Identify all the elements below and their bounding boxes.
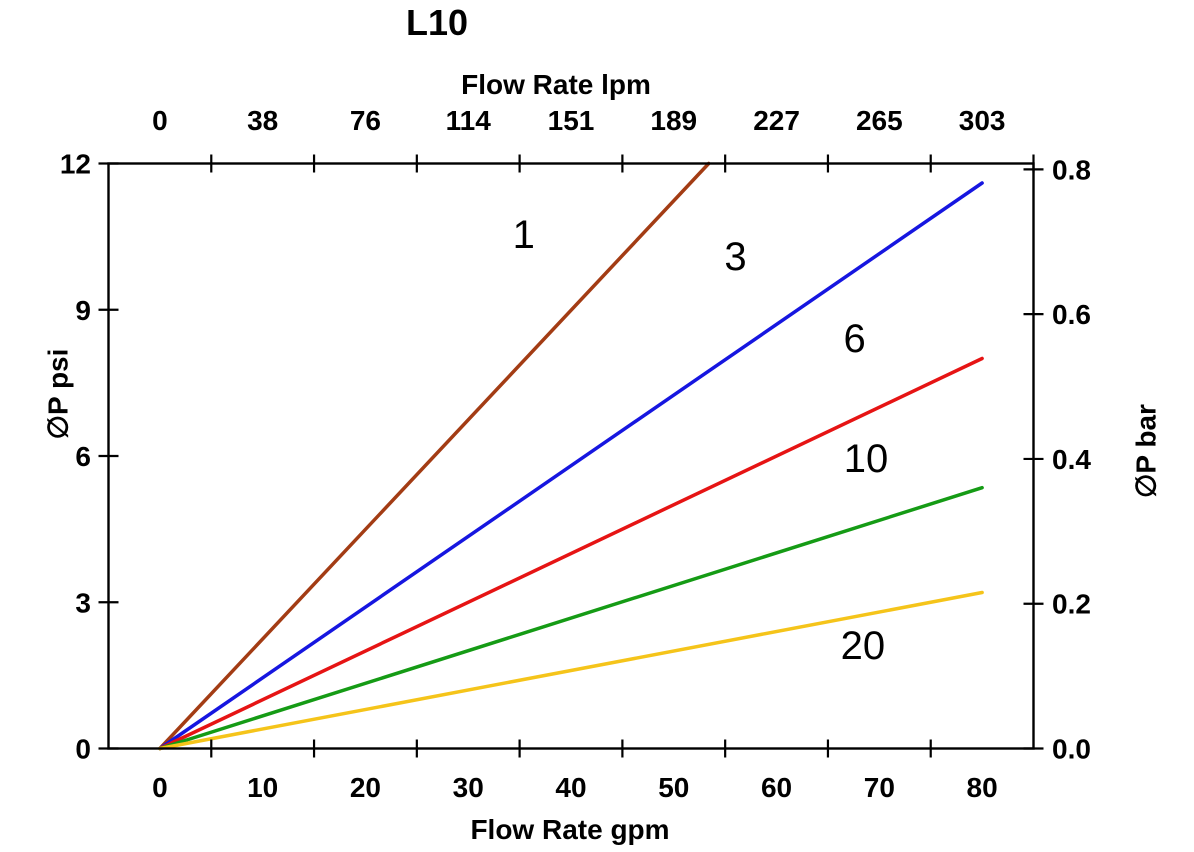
bottom-tick-label: 20	[350, 772, 381, 803]
top-tick-label: 38	[247, 105, 278, 136]
top-tick-label: 265	[856, 105, 903, 136]
top-tick-label: 114	[446, 105, 492, 136]
right-tick-label: 0.4	[1052, 444, 1091, 475]
series-line-1	[158, 161, 711, 751]
top-tick-label: 227	[753, 105, 800, 136]
top-tick-label: 151	[548, 105, 595, 136]
bottom-tick-label: 80	[967, 772, 998, 803]
right-tick-label: 0.8	[1052, 154, 1091, 185]
left-tick-label: 6	[75, 441, 91, 472]
series-label-6: 6	[844, 317, 866, 361]
chart-title: L10	[405, 2, 469, 43]
bottom-tick-label: 40	[555, 772, 586, 803]
right-tick-label: 0.0	[1052, 734, 1091, 765]
top-tick-label: 76	[350, 105, 381, 136]
bottom-tick-label: 50	[658, 772, 689, 803]
bottom-tick-label: 70	[864, 772, 895, 803]
series-line-10	[158, 485, 984, 751]
series-line-20	[158, 590, 984, 751]
series-line-3	[158, 181, 984, 751]
left-tick-label: 3	[75, 587, 91, 618]
top-tick-label: 0	[152, 105, 168, 136]
bottom-tick-label: 0	[152, 772, 168, 803]
bottom-tick-label: 60	[761, 772, 792, 803]
right-tick-label: 0.6	[1052, 299, 1091, 330]
top-tick-label: 303	[959, 105, 1006, 136]
plot-frame	[107, 162, 1035, 750]
left-tick-label: 0	[75, 734, 91, 765]
bottom-tick-label: 30	[453, 772, 484, 803]
series-label-10: 10	[844, 437, 889, 481]
left-tick-label: 9	[75, 295, 91, 326]
left-tick-label: 12	[60, 149, 91, 180]
bottom-axis-title: Flow Rate gpm	[470, 814, 670, 845]
right-tick-label: 0.2	[1052, 589, 1091, 620]
series-label-1: 1	[513, 213, 535, 257]
series-label-3: 3	[724, 235, 746, 279]
top-tick-label: 189	[650, 105, 697, 136]
series-label-20: 20	[841, 624, 886, 668]
top-axis-title: Flow Rate lpm	[461, 69, 651, 100]
bottom-tick-label: 10	[247, 772, 278, 803]
series-line-6	[158, 356, 984, 751]
